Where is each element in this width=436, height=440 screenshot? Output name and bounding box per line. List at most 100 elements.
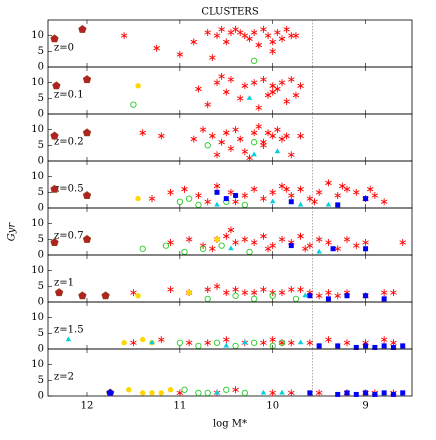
circle-point <box>250 339 258 346</box>
square-point <box>363 293 369 299</box>
circle-point <box>250 139 258 146</box>
circle-point <box>195 389 202 397</box>
star-point <box>269 336 276 344</box>
star-point <box>255 123 263 131</box>
star-point <box>288 285 295 293</box>
panel-frame <box>47 160 413 209</box>
panel-frame <box>47 19 413 68</box>
star-point <box>227 29 235 37</box>
dot-point <box>158 390 164 396</box>
star-point <box>241 148 249 156</box>
star-point <box>353 188 360 196</box>
star-point <box>306 339 314 347</box>
dot-point <box>140 390 146 396</box>
star-point <box>269 188 276 196</box>
triangle-point <box>223 342 230 348</box>
star-point <box>264 32 272 40</box>
star-point <box>139 129 146 137</box>
square-point <box>363 196 369 202</box>
square-point <box>288 243 294 249</box>
square-point <box>288 199 294 205</box>
star-point <box>297 232 304 240</box>
panel-label: z=1 <box>54 278 74 289</box>
square-point <box>390 391 396 397</box>
star-point <box>199 126 207 134</box>
circle-point <box>250 295 258 303</box>
y-tick-label: 0 <box>38 156 44 167</box>
circle-point <box>232 342 239 350</box>
square-point <box>223 196 229 202</box>
star-point <box>204 285 211 293</box>
pentagon-point <box>82 75 92 84</box>
panel-label: z=0.1 <box>54 90 84 101</box>
star-point <box>269 132 276 140</box>
star-point <box>315 235 323 243</box>
y-axis-label: Gyr <box>7 222 18 242</box>
dot-point <box>135 83 141 89</box>
star-point <box>269 389 276 397</box>
star-point <box>278 289 286 297</box>
star-point <box>343 339 351 347</box>
circle-point <box>204 389 211 397</box>
y-tick-label: 0 <box>38 109 44 120</box>
star-point <box>269 242 276 250</box>
star-point <box>269 82 276 90</box>
pentagon-point <box>78 291 87 300</box>
y-tick-label: 0 <box>38 203 44 214</box>
star-point <box>260 25 267 33</box>
star-point <box>213 151 221 159</box>
triangle-point <box>260 389 267 395</box>
panel-frame <box>47 301 413 350</box>
star-point <box>232 285 239 293</box>
star-point <box>153 44 160 52</box>
star-point <box>288 151 295 159</box>
star-point <box>218 25 225 33</box>
circle-point <box>204 295 211 303</box>
star-point <box>255 104 263 112</box>
circle-point <box>139 245 146 252</box>
star-point <box>223 38 230 46</box>
square-point <box>353 344 359 350</box>
star-point <box>204 339 211 347</box>
star-point <box>158 132 165 140</box>
star-point <box>120 32 128 40</box>
star-point <box>264 245 272 253</box>
star-point <box>260 339 267 347</box>
star-point <box>195 191 202 199</box>
star-point <box>325 336 332 344</box>
square-point <box>344 293 350 299</box>
circle-point <box>162 242 170 249</box>
star-point <box>301 245 309 253</box>
star-point <box>269 47 276 55</box>
circle-point <box>176 339 184 346</box>
star-point <box>204 29 211 37</box>
square-point <box>381 343 387 349</box>
star-point <box>167 188 174 196</box>
star-point <box>185 339 193 347</box>
star-point <box>209 54 216 62</box>
x-tick-label: 9 <box>362 401 368 412</box>
star-point <box>260 232 267 240</box>
star-point <box>213 182 221 190</box>
star-point <box>246 154 253 162</box>
star-point <box>185 235 193 243</box>
pentagon-point <box>50 34 59 43</box>
star-point <box>130 339 137 347</box>
star-point <box>223 88 230 96</box>
star-point <box>278 35 286 43</box>
star-point <box>260 138 267 146</box>
circle-point <box>176 198 184 205</box>
x-tick-label: 10 <box>266 401 279 412</box>
star-point <box>297 132 304 140</box>
square-point <box>307 293 313 299</box>
square-point <box>325 296 331 302</box>
dot-point <box>135 195 141 202</box>
x-tick-label: 11 <box>173 401 186 412</box>
star-point <box>232 238 239 246</box>
star-point <box>269 38 276 46</box>
star-point <box>213 32 221 40</box>
x-axis-label: log M* <box>213 419 247 430</box>
star-point <box>283 25 290 33</box>
star-point <box>176 50 184 58</box>
